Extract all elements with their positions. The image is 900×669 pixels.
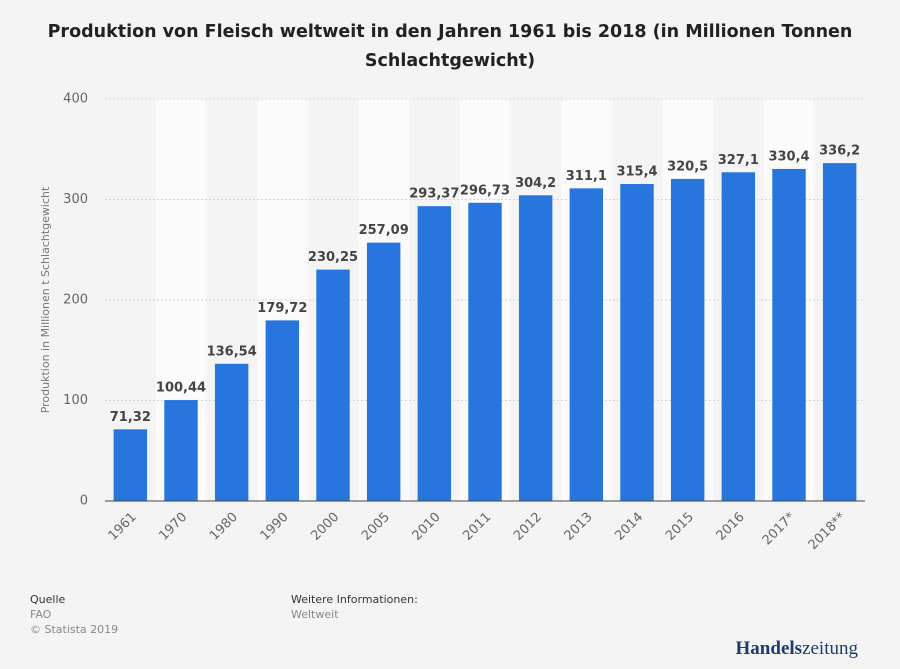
x-tick-label: 2013 (562, 510, 596, 544)
x-tick-label: 2000 (308, 510, 342, 544)
source: FAO (30, 608, 52, 621)
info-heading: Weitere Informationen: (291, 593, 418, 606)
value-label: 100,44 (156, 381, 206, 396)
value-label: 336,2 (819, 144, 860, 159)
x-tick-label: 2016 (714, 510, 748, 544)
y-tick-label: 200 (63, 293, 88, 308)
y-axis-label: Produktion in Millionen t Schlachtgewich… (39, 186, 52, 413)
x-tick-label: 2012 (511, 510, 545, 544)
bar (822, 163, 857, 501)
bar (366, 242, 401, 501)
value-label: 296,73 (460, 183, 510, 198)
bar (569, 188, 604, 502)
x-tick-label: 2005 (359, 510, 393, 544)
y-tick-label: 0 (80, 494, 88, 509)
value-label: 179,72 (257, 301, 307, 316)
x-tick-label: 2017* (760, 509, 799, 548)
chart-title: Produktion von Fleisch weltweit in den J… (47, 22, 853, 71)
value-label: 293,37 (409, 187, 459, 202)
bar (164, 400, 198, 501)
value-label: 327,1 (718, 153, 759, 168)
value-label: 257,09 (359, 223, 409, 238)
x-tick-label: 1961 (106, 510, 140, 544)
value-label: 136,54 (207, 344, 257, 359)
value-label: 315,4 (616, 165, 657, 180)
bar (670, 178, 705, 501)
x-tick-label: 2010 (410, 510, 444, 544)
value-label: 311,1 (566, 169, 607, 184)
brand-logo: Handelszeitung (736, 638, 859, 659)
bar (468, 202, 502, 501)
x-tick-label: 2014 (612, 510, 646, 544)
bar (518, 195, 553, 502)
value-label: 71,32 (110, 410, 151, 425)
x-tick-label: 1990 (258, 510, 292, 544)
info: Weltweit (291, 608, 339, 621)
x-tick-label: 2018** (806, 509, 850, 553)
value-label: 230,25 (308, 250, 358, 265)
copyright: © Statista 2019 (30, 623, 118, 636)
x-tick-label: 2011 (460, 510, 494, 544)
bar (214, 363, 249, 501)
bar (113, 429, 148, 501)
bar (620, 184, 654, 501)
x-tick-label: 1980 (207, 510, 241, 544)
brand-part: Handels (736, 638, 803, 659)
y-tick-label: 300 (63, 192, 88, 207)
bar (721, 172, 756, 501)
y-tick-label: 400 (63, 92, 88, 107)
y-tick-label: 100 (63, 393, 88, 408)
value-label: 320,5 (667, 159, 708, 174)
brand-part: zeitung (802, 638, 858, 659)
bar (265, 320, 300, 501)
source-heading: Quelle (30, 593, 66, 606)
value-label: 330,4 (768, 149, 809, 164)
bar (772, 168, 806, 501)
value-label: 304,2 (515, 176, 556, 191)
bar (417, 206, 452, 501)
x-tick-label: 2015 (663, 510, 697, 544)
bar (316, 269, 350, 501)
x-tick-label: 1970 (156, 510, 190, 544)
